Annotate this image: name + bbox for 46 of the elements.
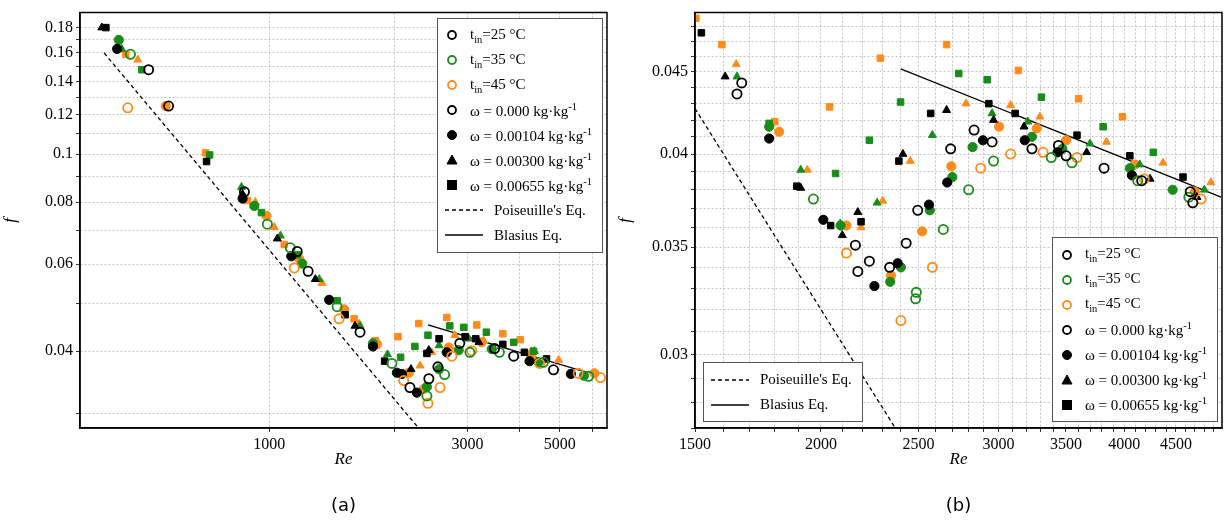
text: (b) bbox=[945, 494, 972, 515]
y-tick-label: 0.035 bbox=[652, 237, 688, 255]
y-tick-label: 0.06 bbox=[45, 254, 73, 272]
x-tick-label: 1500 bbox=[679, 434, 711, 452]
legend-label: ω = 0.00104 kg·kg$^{-1}$ bbox=[470, 125, 593, 145]
legend-label: ω = 0.00104 kg·kg$^{-1}$ bbox=[1085, 345, 1208, 364]
legend-label: t$_{in}$=25 °C bbox=[1085, 245, 1141, 264]
y-tick-label: 0.03 bbox=[660, 344, 688, 362]
x-tick-label: 2500 bbox=[902, 434, 935, 452]
x-axis-title: Re bbox=[948, 449, 968, 469]
legend-label: t$_{in}$=25 °C bbox=[470, 25, 526, 45]
x-tick-label: 3500 bbox=[1049, 434, 1082, 452]
y-tick-label: 0.04 bbox=[45, 341, 73, 359]
legend-label: ω = 0.00300 kg·kg$^{-1}$ bbox=[470, 150, 593, 170]
y-tick-label: 0.045 bbox=[652, 62, 688, 80]
y-tick-label: 0.14 bbox=[45, 71, 73, 89]
y-tick-label: 0.04 bbox=[660, 144, 688, 162]
y-tick-label: 0.12 bbox=[45, 105, 73, 123]
x-tick-label: 3000 bbox=[451, 434, 484, 452]
legend-label: t$_{in}$=35 °C bbox=[470, 50, 526, 70]
y-axis-title: f bbox=[614, 215, 634, 223]
legend-label: Blasius Eq. bbox=[494, 226, 563, 244]
x-tick-label: 3000 bbox=[982, 434, 1015, 452]
x-tick-label: 5000 bbox=[543, 434, 576, 452]
legend-label: ω = 0.000 kg·kg$^{-1}$ bbox=[470, 100, 578, 120]
legend-label: Blasius Eq. bbox=[760, 396, 829, 413]
legend-label: ω = 0.00655 kg·kg$^{-1}$ bbox=[1085, 395, 1208, 414]
x-tick-label: 4500 bbox=[1159, 434, 1192, 452]
y-tick-label: 0.16 bbox=[45, 43, 73, 61]
x-tick-label: 2000 bbox=[804, 434, 837, 452]
legend-label: t$_{in}$=35 °C bbox=[1085, 270, 1141, 289]
x-axis-title: Re bbox=[333, 449, 353, 469]
x-tick-label: 1000 bbox=[253, 434, 286, 452]
legend-label: ω = 0.00300 kg·kg$^{-1}$ bbox=[1085, 370, 1208, 389]
legend-label: t$_{in}$=45 °C bbox=[470, 75, 526, 95]
y-tick-label: 0.1 bbox=[53, 144, 73, 162]
legend-label: Poiseuille's Eq. bbox=[494, 201, 586, 219]
legend-label: ω = 0.00655 kg·kg$^{-1}$ bbox=[470, 175, 593, 195]
x-tick-label: 4000 bbox=[1108, 434, 1141, 452]
legend-label: ω = 0.000 kg·kg$^{-1}$ bbox=[1085, 320, 1193, 339]
y-tick-label: 0.18 bbox=[45, 17, 73, 35]
y-tick-label: 0.08 bbox=[45, 192, 73, 210]
y-axis-title: f bbox=[0, 215, 19, 223]
text: (a) bbox=[330, 494, 357, 515]
legend-label: Poiseuille's Eq. bbox=[760, 371, 852, 388]
legend-label: t$_{in}$=45 °C bbox=[1085, 295, 1141, 314]
